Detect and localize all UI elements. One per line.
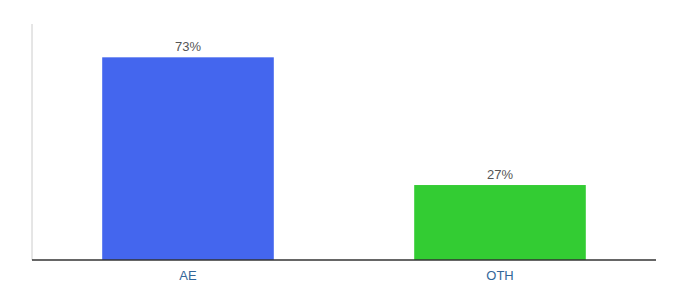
bar — [102, 57, 274, 260]
x-tick-label: AE — [179, 268, 197, 283]
data-label: 27% — [487, 167, 513, 182]
plot-area: 73% 27% AE OTH — [32, 24, 656, 283]
chart-container: 73% 27% AE OTH — [0, 0, 680, 300]
data-label: 73% — [175, 39, 201, 54]
x-tick-label: OTH — [486, 268, 513, 283]
y-axis-line — [32, 24, 33, 260]
bars — [102, 57, 586, 260]
bar — [414, 185, 586, 260]
x-axis-line — [32, 259, 656, 261]
chart: 73% 27% AE OTH — [0, 0, 680, 300]
